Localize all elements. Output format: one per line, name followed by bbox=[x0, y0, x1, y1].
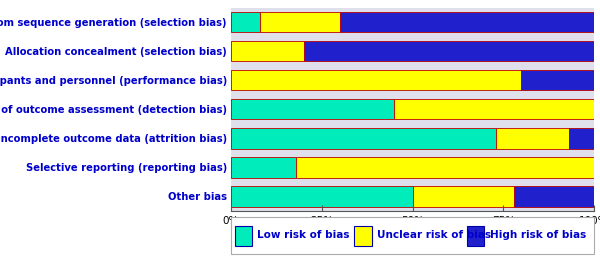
Bar bbox=[340, 12, 594, 32]
Bar bbox=[413, 186, 514, 206]
Bar bbox=[496, 128, 569, 148]
Bar bbox=[231, 99, 394, 119]
Bar bbox=[231, 186, 413, 206]
Bar bbox=[296, 157, 594, 177]
Bar bbox=[521, 70, 594, 90]
Bar bbox=[394, 99, 594, 119]
Bar bbox=[231, 41, 304, 61]
Text: Unclear risk of bias: Unclear risk of bias bbox=[377, 230, 491, 240]
Text: High risk of bias: High risk of bias bbox=[490, 230, 586, 240]
FancyBboxPatch shape bbox=[467, 226, 484, 246]
Bar bbox=[231, 70, 521, 90]
FancyBboxPatch shape bbox=[355, 226, 372, 246]
Bar bbox=[304, 41, 594, 61]
Bar bbox=[231, 128, 496, 148]
Bar bbox=[231, 12, 260, 32]
Bar bbox=[514, 186, 594, 206]
Bar bbox=[569, 128, 594, 148]
Bar bbox=[260, 12, 340, 32]
FancyBboxPatch shape bbox=[231, 217, 594, 254]
Text: Low risk of bias: Low risk of bias bbox=[257, 230, 350, 240]
FancyBboxPatch shape bbox=[235, 226, 252, 246]
Bar bbox=[231, 157, 296, 177]
